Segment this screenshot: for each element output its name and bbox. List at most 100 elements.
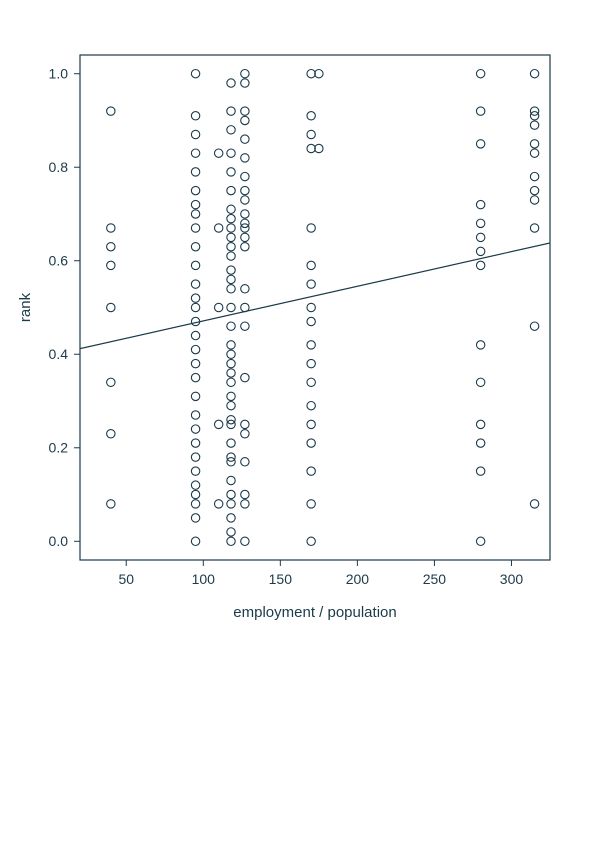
data-point (530, 121, 538, 129)
y-tick-label: 1.0 (49, 66, 69, 82)
data-point (530, 322, 538, 330)
data-point (107, 430, 115, 438)
data-point (191, 280, 199, 288)
y-tick-label: 0.8 (49, 159, 69, 175)
x-tick-label: 250 (423, 571, 447, 587)
data-point (476, 219, 484, 227)
data-point (530, 70, 538, 78)
data-point (307, 70, 315, 78)
data-point (307, 224, 315, 232)
data-point (191, 373, 199, 381)
data-point (476, 140, 484, 148)
data-point (191, 411, 199, 419)
data-point (191, 261, 199, 269)
data-point (227, 359, 235, 367)
data-point (241, 116, 249, 124)
chart-svg: 501001502002503000.00.20.40.60.81.0emplo… (0, 0, 596, 842)
data-point (227, 224, 235, 232)
data-point (476, 107, 484, 115)
data-point (476, 467, 484, 475)
data-point (227, 350, 235, 358)
data-point (476, 420, 484, 428)
data-point (307, 359, 315, 367)
data-point (191, 294, 199, 302)
data-point (476, 233, 484, 241)
x-axis-label: employment / population (233, 604, 396, 621)
data-point (227, 378, 235, 386)
data-point (191, 210, 199, 218)
data-point (191, 70, 199, 78)
x-tick-label: 200 (346, 571, 370, 587)
data-point (214, 500, 222, 508)
data-point (476, 439, 484, 447)
data-point (476, 70, 484, 78)
data-point (191, 514, 199, 522)
data-point (476, 341, 484, 349)
data-point (191, 112, 199, 120)
data-point (241, 322, 249, 330)
data-point (227, 500, 235, 508)
data-point (307, 537, 315, 545)
data-point (214, 420, 222, 428)
data-point (241, 285, 249, 293)
data-point (191, 186, 199, 194)
data-point (214, 149, 222, 157)
data-point (476, 200, 484, 208)
data-point (227, 186, 235, 194)
data-point (227, 303, 235, 311)
data-point (227, 369, 235, 377)
data-point (241, 210, 249, 218)
data-point (227, 205, 235, 213)
data-point (107, 378, 115, 386)
data-point (476, 378, 484, 386)
data-point (530, 186, 538, 194)
data-point (191, 490, 199, 498)
data-point (307, 130, 315, 138)
y-tick-label: 0.0 (49, 533, 69, 549)
data-point (530, 149, 538, 157)
data-point (191, 359, 199, 367)
data-point (307, 401, 315, 409)
data-point (241, 500, 249, 508)
data-point (214, 224, 222, 232)
data-point (191, 481, 199, 489)
data-point (241, 243, 249, 251)
data-point (107, 224, 115, 232)
data-point (241, 373, 249, 381)
data-point (227, 322, 235, 330)
data-point (227, 537, 235, 545)
data-point (227, 252, 235, 260)
regression-line (80, 243, 550, 349)
data-point (227, 490, 235, 498)
data-point (107, 107, 115, 115)
data-point (214, 303, 222, 311)
data-point (307, 317, 315, 325)
data-point (227, 107, 235, 115)
data-point (107, 261, 115, 269)
data-point (241, 303, 249, 311)
data-point (315, 70, 323, 78)
data-point (241, 107, 249, 115)
data-point (530, 196, 538, 204)
data-point (107, 303, 115, 311)
data-point (307, 378, 315, 386)
data-point (191, 243, 199, 251)
data-point (191, 439, 199, 447)
x-tick-label: 150 (269, 571, 293, 587)
y-tick-label: 0.2 (49, 440, 69, 456)
data-point (241, 537, 249, 545)
data-point (191, 130, 199, 138)
data-point (191, 425, 199, 433)
data-point (307, 439, 315, 447)
data-point (241, 172, 249, 180)
data-point (191, 331, 199, 339)
data-point (227, 233, 235, 241)
data-point (227, 528, 235, 536)
data-point (227, 126, 235, 134)
data-point (227, 79, 235, 87)
data-point (191, 500, 199, 508)
x-tick-label: 300 (500, 571, 524, 587)
x-tick-label: 100 (192, 571, 216, 587)
data-point (530, 500, 538, 508)
data-point (241, 430, 249, 438)
